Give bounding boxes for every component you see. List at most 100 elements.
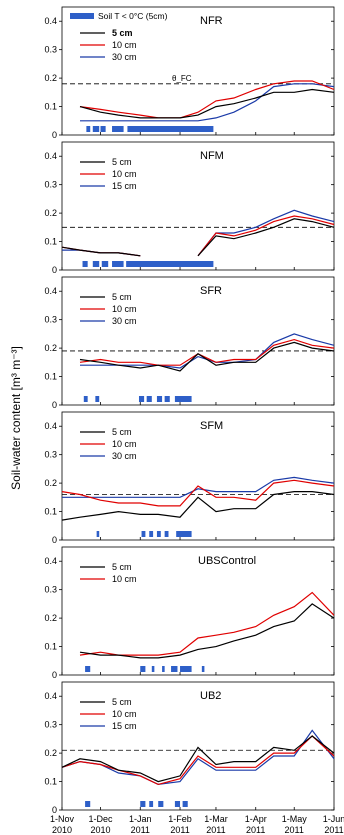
y-tick-label: 0.2	[44, 478, 57, 488]
legend-label: 30 cm	[112, 52, 137, 62]
y-tick-label: 0.2	[44, 748, 57, 758]
y-tick-label: 0.2	[44, 208, 57, 218]
legend-label: 5 cm	[112, 562, 132, 572]
series-line-5cm	[79, 341, 335, 372]
y-tick-label: 0.4	[44, 151, 57, 161]
y-axis-label: Soil-water content [m³ m⁻³]	[9, 346, 23, 490]
panel-sfm: 0 0.1 0.2 0.3 0.4 SFM 5 cm 10 cm 30 cm	[44, 411, 335, 545]
frost-period-bar	[164, 531, 169, 537]
legend-label: 10 cm	[112, 574, 137, 584]
legend-label: 10 cm	[112, 40, 137, 50]
y-tick-label: 0.1	[44, 102, 57, 112]
y-tick-label: 0.3	[44, 315, 57, 325]
frost-period-bar	[82, 261, 88, 267]
y-tick-label: 0.3	[44, 45, 57, 55]
series-line-10cm	[79, 80, 335, 119]
legend-label: 15 cm	[112, 181, 137, 191]
x-tick-year: 2011	[170, 825, 189, 835]
y-tick-label: 0.1	[44, 777, 57, 787]
y-tick-label: 0.2	[44, 613, 57, 623]
x-tick-year: 2010	[90, 825, 110, 835]
x-tick-year: 2010	[52, 825, 72, 835]
frost-period-bar	[201, 666, 205, 672]
legend-frost-label: Soil T < 0°C (5cm)	[98, 11, 168, 21]
frost-period-bar	[140, 666, 146, 672]
panel-title: SFM	[200, 420, 223, 432]
series-line-15cm	[62, 209, 335, 257]
frost-period-bar	[95, 396, 100, 402]
series-line-15cm	[61, 729, 335, 786]
panel-title: UB2	[200, 690, 221, 702]
legend-label: 30 cm	[112, 451, 137, 461]
y-tick-label: 0.3	[44, 180, 57, 190]
series-line-5cm	[79, 603, 335, 659]
plot-frame	[61, 6, 335, 136]
plot-frame	[61, 276, 335, 406]
y-tick-label: 0.4	[44, 286, 57, 296]
plot-frame	[61, 411, 335, 541]
panel-sfr: 0 0.1 0.2 0.3 0.4 SFR 5 cm 10 cm 30 cm	[44, 276, 335, 410]
frost-period-bar	[171, 666, 178, 672]
y-tick-label: 0.1	[44, 507, 57, 517]
x-tick-year: 2011	[324, 825, 343, 835]
panel-title: SFR	[200, 285, 222, 297]
series-line-5cm	[61, 491, 335, 521]
frost-period-bar	[158, 801, 164, 807]
y-tick-label: 0	[52, 130, 57, 140]
legend-label: 5 cm	[112, 697, 132, 707]
frost-period-bar	[92, 261, 100, 267]
frost-period-bar	[140, 801, 146, 807]
frost-period-bar	[101, 261, 109, 267]
frost-period-bar	[138, 396, 145, 402]
plot-frame	[61, 546, 335, 676]
y-tick-label: 0.3	[44, 585, 57, 595]
frost-period-bar	[86, 126, 91, 132]
series-line-5cm	[61, 218, 335, 257]
x-tick-label: 1-Apr	[245, 814, 267, 824]
frost-period-bar	[141, 531, 146, 537]
legend-label: 10 cm	[112, 439, 137, 449]
panel-nfr: 0 0.1 0.2 0.3 0.4 θ_FC NFR Soil T < 0°C (5cm) 5 …	[44, 6, 335, 140]
frost-period-bar	[151, 666, 155, 672]
series-line-10cm	[61, 735, 335, 786]
x-tick-label: 1-Jan	[129, 814, 152, 824]
y-tick-label: 0.1	[44, 237, 57, 247]
panel-ub2: 0 0.1 0.2 0.3 0.4 UB2 5 cm 10 cm 15 cm	[44, 681, 335, 815]
y-tick-label: 0	[52, 805, 57, 815]
frost-period-bar	[85, 801, 91, 807]
x-tick-label: 1-Dec	[88, 814, 113, 824]
x-tick-label: 1-Nov	[50, 814, 75, 824]
legend-label: 5 cm	[112, 292, 132, 302]
panels: 0 0.1 0.2 0.3 0.4 θ_FC NFR Soil T < 0°C (5cm) 5 …	[44, 6, 335, 815]
series-line-5cm	[79, 88, 335, 119]
panel-title: NFM	[200, 150, 224, 162]
legend-label: 10 cm	[112, 169, 137, 179]
plot-frame	[61, 141, 335, 271]
frost-period-bar	[112, 126, 124, 132]
frost-period-bar	[112, 261, 124, 267]
legend-frost-swatch	[70, 13, 94, 19]
frost-period-bar	[156, 396, 163, 402]
frost-period-bar	[127, 126, 214, 132]
frost-period-bar	[83, 396, 88, 402]
series-line-30cm	[62, 476, 335, 498]
x-tick-label: 1-May	[282, 814, 308, 824]
frost-period-bar	[100, 126, 106, 132]
legend-label: 5 cm	[112, 28, 133, 38]
x-tick-label: 1-Jun	[323, 814, 344, 824]
series-line-10cm	[79, 338, 335, 366]
y-tick-label: 0.2	[44, 73, 57, 83]
series-line-10cm	[61, 215, 335, 257]
series-line-5cm	[61, 735, 335, 783]
field-capacity-label: θ_FC	[172, 74, 192, 83]
panel-nfm: 0 0.1 0.2 0.3 0.4 NFM 5 cm 10 cm 15 cm	[44, 141, 335, 275]
frost-period-bar	[180, 666, 192, 672]
x-tick-year: 2011	[285, 825, 304, 835]
panel-title: UBSControl	[198, 555, 256, 567]
y-tick-label: 0.4	[44, 556, 57, 566]
frost-period-bar	[146, 396, 152, 402]
frost-period-bar	[85, 666, 91, 672]
y-tick-label: 0.3	[44, 720, 57, 730]
series-line-10cm	[79, 591, 335, 656]
